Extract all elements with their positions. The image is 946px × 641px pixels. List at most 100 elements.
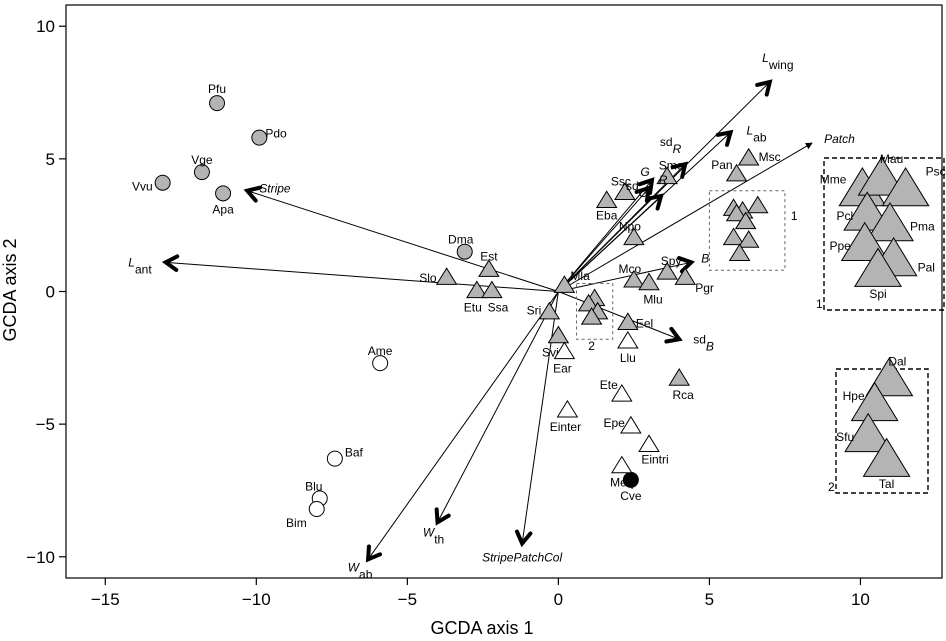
point-mla [553,275,576,293]
cluster-2-point [580,307,603,325]
inset-2-id: 2 [828,480,835,494]
vector-label-sd-b: sdB [693,332,714,353]
point-label-mco: Mco [619,262,642,276]
vector-arrowhead [755,79,773,97]
point-label-pfu: Pfu [208,82,226,96]
point-label-mlu: Mlu [643,293,662,307]
vector-arrowhead [365,544,383,563]
point-label-meq: Meq [610,476,633,490]
cluster-1-box [708,190,786,271]
point-mco [623,269,645,288]
cluster-1-point [734,211,757,230]
point-label-rca: Rca [673,388,695,402]
inset-1-label-psc: Psc [926,164,946,178]
cluster-1-point [737,230,760,248]
point-svi [547,325,570,344]
point-sme [656,166,678,185]
cluster-1-label: 1 [791,209,798,223]
point-label-ame: Ame [368,344,393,358]
inset-1-label-spi: Spi [869,287,886,301]
point-eintri [638,434,660,453]
cluster-1-point [728,243,751,262]
point-label-vge: Vge [191,153,213,167]
vector-patch [558,142,813,292]
inset-2-point-tal [862,437,911,477]
point-baf [326,450,343,467]
inset-2-label-hpe: Hpe [843,389,865,403]
point-label-llu: Llu [620,351,636,365]
cluster-1-point [746,195,769,214]
vector-label-stripepatchcol: StripePatchCol [482,551,562,565]
point-bim [308,501,325,518]
point-label-eintri: Eintri [641,452,668,466]
y-tick-label: −10 [26,548,55,567]
vector-w-ab [367,291,559,560]
x-tick-label: 10 [851,590,870,609]
point-dma [456,243,473,260]
vector-label-stripe: Stripe [259,182,291,196]
point-vge [193,164,210,181]
point-label-sme: Sme [659,158,684,172]
point-label-vvu: Vvu [132,180,153,194]
point-ear [553,341,576,360]
point-label-ear: Ear [553,362,572,376]
point-label-baf: Baf [345,446,364,460]
point-pgr [674,267,697,285]
point-epe [620,415,642,434]
plot-frame [65,4,943,579]
point-label-einter: Einter [550,420,581,434]
point-label-svi: Svi [542,346,559,360]
point-label-mla: Mla [570,269,590,283]
vector-label-sd-r: sdR [660,135,682,156]
point-label-apa: Apa [212,202,234,216]
vector-label-r: R [659,173,668,187]
inset-2-label-dal: Dal [888,354,906,368]
vector-label-w-th: Wth [423,525,444,546]
vector-arrowhead [634,185,652,203]
x-tick-label: −10 [242,590,271,609]
point-label-etu: Etu [464,301,482,315]
point-label-pan: Pan [711,158,732,172]
point-label-pgr: Pgr [695,281,714,295]
point-label-epe: Epe [604,416,626,430]
point-label-spy: Spy [661,254,682,268]
cluster-2-box [575,283,614,340]
y-tick-label: −5 [36,415,55,434]
vector-g [557,187,650,292]
inset-1-label-mme: Mme [820,172,847,186]
inset-2-label-sfu: Sfu [836,430,854,444]
inset-1-point-mau [857,156,906,196]
x-tick-label: 5 [705,590,714,609]
inset-1-label-mau: Mau [880,152,903,166]
point-meq [611,455,633,474]
point-label-est: Est [480,249,498,263]
point-vvu [154,174,171,191]
y-axis-title: GCDA axis 2 [0,238,20,341]
axes: −15 −10 −5 0 5 10 −10 −5 0 5 10 [26,4,943,609]
vector-label-patch: Patch [824,132,855,146]
plot-area: 1 2 Pfu Pdo Vge Vvu Apa Dma Ame Baf Blu Bim Cve Est Sl… [128,51,946,581]
vector-arrowhead [664,326,683,344]
point-label-ssc: Ssc [611,174,631,188]
cluster-1-point [722,227,745,246]
point-sri [538,301,561,320]
point-est [478,259,500,277]
inset-1-id: 1 [816,297,823,311]
inset-2-point-sfu [844,412,893,453]
point-pfu [209,95,226,112]
vector-label-l-ab: Lab [747,123,767,144]
inset-1-point-psc [881,167,930,207]
x-tick-label: −5 [398,590,417,609]
inset-2-point-hpe [850,381,899,422]
point-label-ete: Ete [600,378,618,392]
x-axis-title: GCDA axis 1 [430,618,533,638]
point-llu [617,330,639,349]
cluster-2-label: 2 [588,339,595,353]
vector-r [558,195,662,292]
x-tick-label: −15 [91,590,120,609]
point-etu [466,280,488,299]
vector-arrowhead [646,193,664,211]
vector-arrowhead [243,185,262,203]
vector-arrowhead [434,507,451,526]
